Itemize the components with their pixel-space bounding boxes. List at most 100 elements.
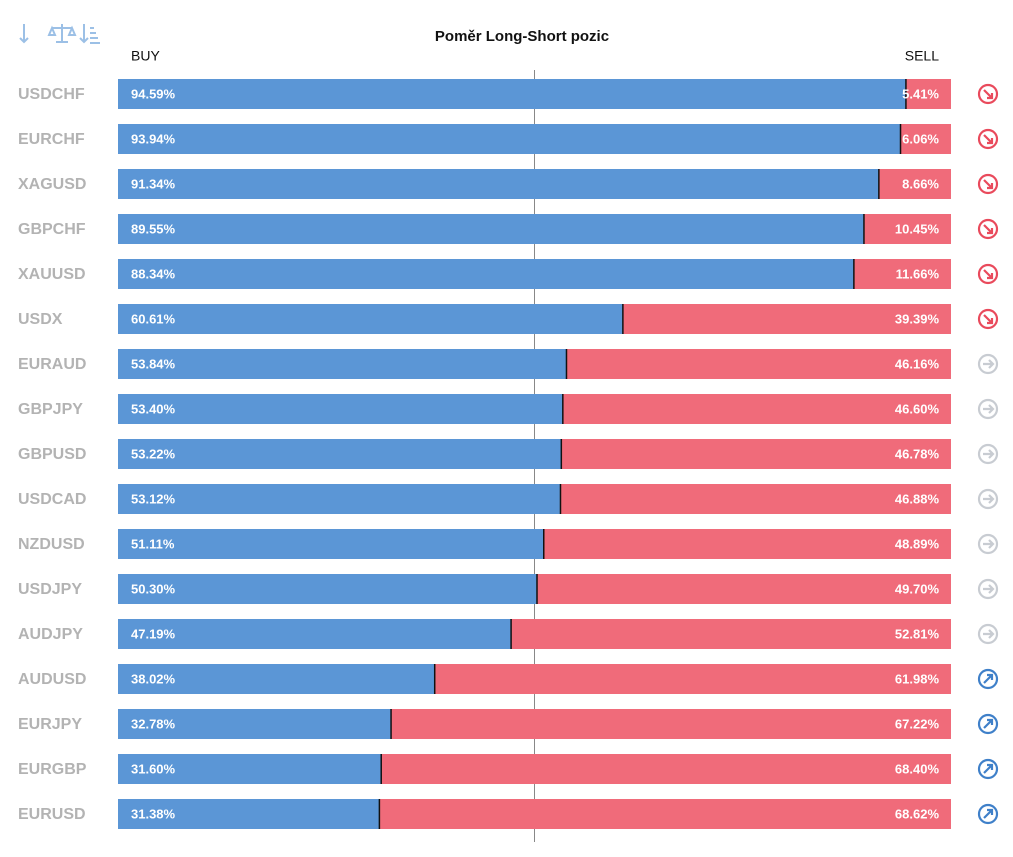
signal-icon[interactable] [977,308,999,330]
signal-arrow [983,539,995,549]
value-label: 46.16% [895,356,940,371]
value-label: 46.88% [895,491,940,506]
sort-az-icon[interactable] [19,24,29,44]
signal-circle [977,803,999,825]
signal-icon[interactable] [977,578,999,600]
signal-circle [977,308,999,330]
bar-segment [118,439,562,469]
signal-circle [977,488,999,510]
bar-segment [622,304,951,334]
y-tick-label: EURGBP [18,761,87,778]
signal-icon[interactable] [977,218,999,240]
sort-value-icon[interactable] [79,24,100,44]
signal-icon[interactable] [977,623,999,645]
signal-arrow [983,179,994,190]
signal-icon[interactable] [977,263,999,285]
signal-circle [977,713,999,735]
bar-segment [118,574,537,604]
signal-arrow [983,449,995,459]
signal-icon[interactable] [977,128,999,150]
bar-segment [118,709,392,739]
chart-title: Poměr Long-Short pozic [435,28,609,45]
signal-icon[interactable] [977,173,999,195]
bar-segment [905,79,951,109]
signal-icon[interactable] [977,488,999,510]
balance-icon[interactable] [47,24,77,43]
bar-segment [878,169,951,199]
bar-segment [118,304,623,334]
bar-segment [543,529,951,559]
value-label: 50.30% [131,581,176,596]
bar-segment [118,529,544,559]
bar-segment [560,484,951,514]
signal-circle [977,668,999,690]
signal-icon[interactable] [977,83,999,105]
bar-segment [118,214,864,244]
y-tick-label: GBPJPY [18,401,83,418]
signal-arrow [983,269,994,280]
bar-segment [536,574,951,604]
signal-icon[interactable] [977,803,999,825]
y-tick-label: EURCHF [18,131,85,148]
value-label: 46.60% [895,401,940,416]
signal-arrow [983,314,994,325]
legend-sell: SELL [905,48,939,64]
bar-segment [562,394,951,424]
y-tick-label: EURUSD [18,806,86,823]
bar-segment [561,439,951,469]
bar-segment [379,799,951,829]
bar-segment [118,484,561,514]
bar-segment [118,799,380,829]
y-tick-label: AUDUSD [18,671,86,688]
toolbar[interactable] [19,24,100,44]
signal-circle [977,758,999,780]
value-label: 31.38% [131,806,176,821]
value-label: 89.55% [131,221,176,236]
value-label: 53.12% [131,491,176,506]
bar-segment [853,259,951,289]
signal-icon[interactable] [977,758,999,780]
signal-arrow [983,584,995,594]
value-label: 47.19% [131,626,176,641]
signal-arrow [983,808,994,819]
bar-segment [900,124,951,154]
y-tick-label: USDJPY [18,581,82,598]
bar-segment [863,214,951,244]
value-label: 68.40% [895,761,940,776]
bar-segment [118,394,563,424]
signal-circle [977,218,999,240]
bar-segment [381,754,951,784]
signal-arrow [983,89,994,100]
value-label: 48.89% [895,536,940,551]
signal-icon[interactable] [977,713,999,735]
signal-icon[interactable] [977,353,999,375]
bar-segment [118,169,879,199]
signal-icon[interactable] [977,443,999,465]
value-label: 53.84% [131,356,176,371]
value-label: 53.22% [131,446,176,461]
bar-segment [118,754,382,784]
y-tick-label: EURJPY [18,716,82,733]
signal-icon[interactable] [977,533,999,555]
value-label: 93.94% [131,131,176,146]
signal-icon[interactable] [977,668,999,690]
value-label: 94.59% [131,86,176,101]
y-tick-label: USDCHF [18,86,85,103]
bar-segment [118,124,901,154]
signal-arrow [983,763,994,774]
y-tick-label: GBPUSD [18,446,86,463]
y-tick-label: USDX [18,311,63,328]
signal-circle [977,398,999,420]
signal-circle [977,443,999,465]
value-label: 60.61% [131,311,176,326]
signal-arrow [983,629,995,639]
signal-circle [977,353,999,375]
value-label: 6.06% [902,131,939,146]
value-label: 5.41% [902,86,939,101]
signal-icon[interactable] [977,398,999,420]
value-label: 91.34% [131,176,176,191]
bar-segment [118,619,512,649]
value-label: 31.60% [131,761,176,776]
signal-circle [977,533,999,555]
value-label: 68.62% [895,806,940,821]
